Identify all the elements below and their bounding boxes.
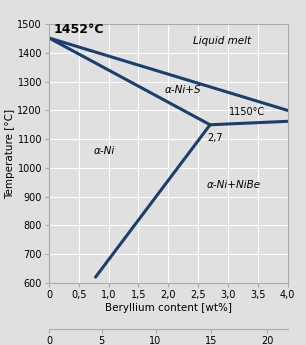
- Y-axis label: Temperature [°C]: Temperature [°C]: [5, 108, 15, 199]
- Text: 1150°C: 1150°C: [229, 107, 265, 117]
- X-axis label: Beryllium content [wt%]: Beryllium content [wt%]: [105, 303, 232, 313]
- Text: α-Ni: α-Ni: [94, 146, 115, 156]
- Text: α-Ni+S: α-Ni+S: [165, 85, 202, 95]
- Text: Liquid melt: Liquid melt: [193, 37, 251, 46]
- Text: 2,7: 2,7: [207, 134, 223, 144]
- Text: α-Ni+NiBe: α-Ni+NiBe: [207, 180, 261, 190]
- Text: 1452°C: 1452°C: [53, 23, 104, 36]
